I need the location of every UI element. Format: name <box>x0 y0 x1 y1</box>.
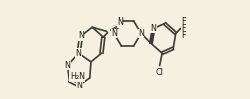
Text: N: N <box>76 81 82 90</box>
Text: N: N <box>150 24 156 33</box>
Text: N: N <box>111 29 117 38</box>
Text: N: N <box>138 29 144 38</box>
Text: F: F <box>182 24 186 33</box>
Text: H₂N: H₂N <box>70 72 85 81</box>
Text: F: F <box>182 17 186 26</box>
Text: N: N <box>117 17 123 26</box>
Text: F: F <box>182 31 186 40</box>
Text: Cl: Cl <box>156 68 164 77</box>
Text: N: N <box>78 31 84 40</box>
Text: N: N <box>64 61 70 70</box>
Text: N: N <box>76 49 82 58</box>
Text: N: N <box>117 18 123 27</box>
